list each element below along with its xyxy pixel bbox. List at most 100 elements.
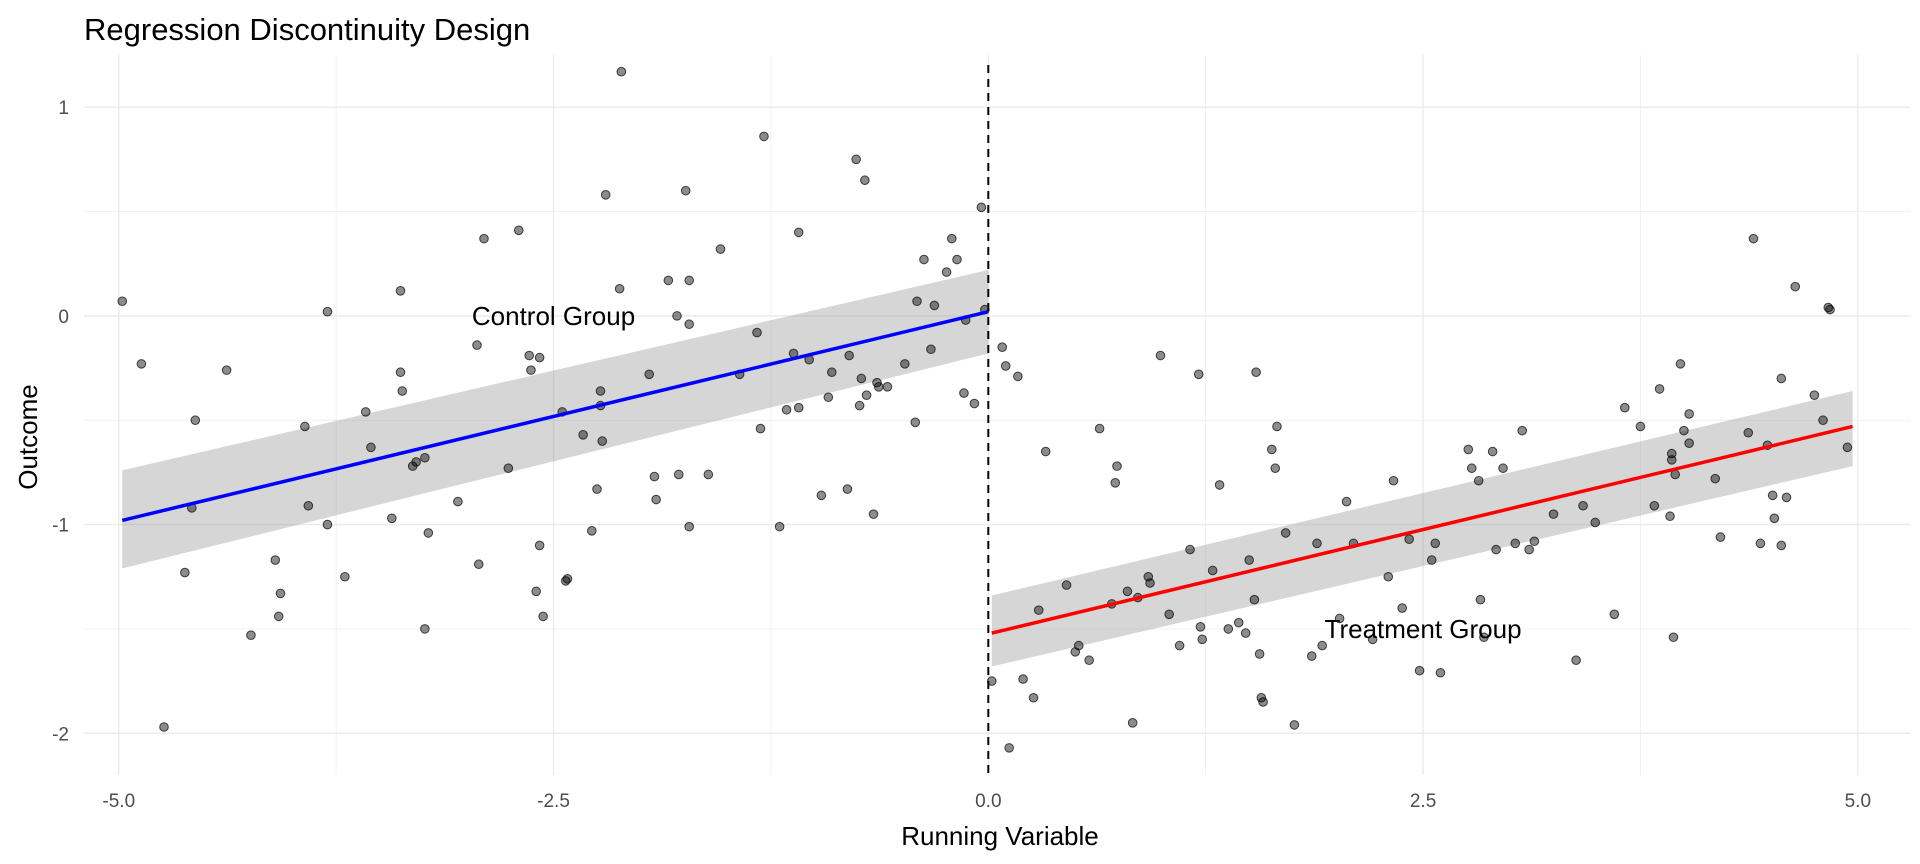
x-tick-label: 5.0 bbox=[1845, 791, 1871, 812]
data-point bbox=[1668, 632, 1679, 643]
data-point bbox=[534, 540, 545, 551]
data-point bbox=[322, 519, 333, 530]
data-point bbox=[1517, 425, 1527, 436]
x-tick-label: 2.5 bbox=[1410, 791, 1436, 812]
data-point bbox=[592, 484, 602, 494]
data-point bbox=[1404, 534, 1414, 544]
annotation-2: Treatment Group bbox=[1325, 614, 1522, 644]
data-point bbox=[1040, 446, 1051, 457]
data-point bbox=[190, 415, 201, 426]
data-point bbox=[562, 574, 573, 584]
data-point bbox=[1018, 674, 1028, 684]
data-point bbox=[1254, 649, 1265, 659]
data-point bbox=[1635, 421, 1646, 432]
data-point bbox=[479, 233, 489, 244]
data-point bbox=[397, 386, 408, 396]
y-tick-label: -1 bbox=[52, 516, 69, 537]
data-point bbox=[270, 555, 281, 565]
data-point bbox=[1684, 409, 1694, 419]
data-point bbox=[1684, 438, 1694, 448]
data-point bbox=[524, 350, 534, 361]
data-point bbox=[715, 244, 726, 254]
data-point bbox=[534, 352, 545, 363]
data-point bbox=[597, 436, 608, 446]
data-point bbox=[882, 382, 893, 392]
data-point bbox=[420, 624, 430, 634]
data-point bbox=[1122, 586, 1133, 597]
data-point bbox=[759, 131, 769, 142]
data-point bbox=[1487, 446, 1498, 457]
data-point bbox=[1004, 743, 1014, 753]
data-point bbox=[673, 469, 684, 480]
data-point bbox=[854, 400, 865, 411]
data-point bbox=[1094, 423, 1105, 434]
data-point bbox=[823, 392, 834, 403]
data-point bbox=[1809, 390, 1820, 400]
data-point bbox=[221, 365, 232, 375]
data-point bbox=[1818, 415, 1828, 426]
data-point bbox=[1061, 580, 1072, 590]
data-point bbox=[946, 233, 957, 244]
data-point bbox=[1306, 651, 1317, 661]
data-point bbox=[1715, 532, 1726, 542]
data-point bbox=[595, 386, 606, 396]
data-point bbox=[1367, 634, 1378, 645]
data-point bbox=[1272, 421, 1282, 432]
data-point bbox=[1590, 517, 1601, 528]
data-point bbox=[1028, 692, 1039, 703]
data-point bbox=[1244, 555, 1254, 565]
data-point bbox=[1769, 513, 1780, 524]
data-point bbox=[1748, 233, 1759, 244]
data-point bbox=[1233, 617, 1244, 628]
data-point bbox=[1341, 496, 1352, 507]
data-point bbox=[526, 365, 536, 375]
gridlines bbox=[84, 55, 1910, 775]
chart-title: Regression Discontinuity Design bbox=[84, 12, 530, 47]
data-point bbox=[1475, 594, 1486, 605]
data-point bbox=[1258, 697, 1268, 707]
data-point bbox=[1388, 475, 1399, 486]
data-point bbox=[1842, 442, 1853, 453]
data-point bbox=[910, 417, 921, 428]
data-point bbox=[919, 254, 929, 265]
data-point bbox=[614, 283, 625, 294]
y-tick-label: 0 bbox=[58, 307, 69, 328]
data-point bbox=[513, 225, 524, 236]
y-axis-ticks: -2 -1 0 1 bbox=[52, 98, 69, 745]
data-point bbox=[997, 342, 1008, 352]
data-point bbox=[1776, 540, 1787, 551]
data-point bbox=[774, 521, 785, 532]
data-point bbox=[1649, 500, 1660, 511]
data-point bbox=[1223, 624, 1234, 634]
data-point bbox=[1776, 373, 1787, 384]
data-point bbox=[793, 402, 804, 413]
data-point bbox=[1414, 665, 1425, 676]
data-point bbox=[1312, 538, 1322, 549]
data-point bbox=[1185, 544, 1195, 555]
data-point bbox=[1426, 555, 1437, 565]
data-point bbox=[180, 567, 190, 578]
data-point bbox=[1164, 609, 1174, 620]
data-point bbox=[1251, 367, 1261, 378]
data-point bbox=[926, 344, 936, 355]
fit-line-2 bbox=[991, 424, 1854, 635]
data-point bbox=[1195, 622, 1206, 632]
data-point bbox=[1240, 628, 1251, 638]
x-axis-ticks: -5.0 -2.5 0.0 2.5 5.0 bbox=[102, 791, 1871, 812]
data-point bbox=[1548, 509, 1559, 519]
data-point bbox=[1112, 461, 1122, 471]
data-point bbox=[1524, 544, 1534, 555]
data-point bbox=[1334, 613, 1345, 624]
data-point bbox=[952, 254, 962, 265]
data-point bbox=[755, 423, 766, 434]
data-point bbox=[752, 327, 762, 338]
x-axis-title: Running Variable bbox=[901, 821, 1099, 851]
data-point bbox=[649, 471, 660, 482]
data-point bbox=[1743, 427, 1754, 438]
data-point bbox=[959, 388, 969, 398]
data-point bbox=[578, 430, 588, 440]
data-point bbox=[912, 296, 922, 307]
data-point bbox=[1127, 718, 1138, 728]
fit-lines bbox=[121, 309, 1854, 635]
